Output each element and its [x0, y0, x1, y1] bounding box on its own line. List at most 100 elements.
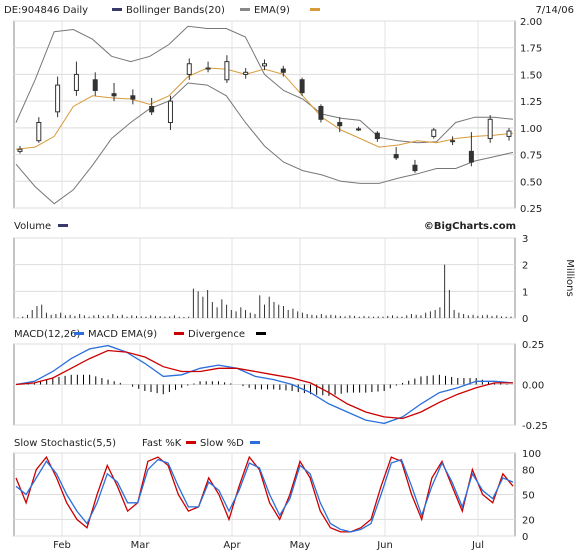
- price-candles: [17, 55, 512, 173]
- volume-tick-label: 0: [522, 314, 528, 325]
- candle-body: [73, 73, 79, 91]
- month-label: Apr: [223, 540, 241, 551]
- bollinger-legend-label: Bollinger Bands(20): [126, 5, 225, 16]
- volume-credit: ©BigCharts.com: [424, 221, 516, 232]
- volume-tick-label: 3: [522, 234, 528, 245]
- candle-body: [149, 105, 155, 113]
- stoch-tick-label: 0: [522, 532, 528, 543]
- volume-title: Volume: [14, 221, 51, 232]
- macd-lines: [15, 344, 514, 425]
- volume-ylabel: Millions: [564, 259, 575, 296]
- price-gridlines: [14, 20, 515, 209]
- volume-header: Volume ©BigCharts.com Millions: [14, 221, 575, 297]
- price-header: DE:904846 Daily Bollinger Bands(20) EMA(…: [4, 5, 574, 16]
- price-tick-label: 2.00: [520, 17, 542, 28]
- candle-body: [130, 95, 136, 100]
- macd-line: [15, 344, 514, 425]
- month-label: May: [290, 540, 311, 551]
- price-tick-label: 0.75: [520, 151, 542, 162]
- candle-body: [55, 84, 61, 113]
- price-tick-label: 0.25: [520, 204, 542, 215]
- candle-body: [393, 154, 399, 159]
- macd-y-ticks: 0.25 0.00 -0.25: [522, 340, 548, 432]
- month-label: Jul: [471, 540, 484, 551]
- price-tick-label: 1.25: [520, 97, 542, 108]
- candle-body: [299, 79, 305, 94]
- price-title: DE:904846 Daily: [4, 5, 88, 16]
- candle-body: [337, 122, 343, 127]
- bollinger-legend-swatch: [112, 8, 122, 11]
- candle-body: [224, 61, 230, 81]
- ema-legend-label: EMA(9): [254, 5, 290, 16]
- price-panel-frame: [13, 20, 516, 209]
- slow-d-line: [15, 458, 514, 533]
- candle-body: [374, 132, 380, 140]
- candle-body: [36, 122, 42, 142]
- macd-tick-label: -0.25: [522, 421, 548, 432]
- ema-legend-swatch: [240, 8, 250, 11]
- price-tick-label: 0.50: [520, 177, 542, 188]
- stoch-header: Slow Stochastic(5,5) Fast %K Slow %D: [14, 438, 260, 449]
- ema-legend-swatch-color: [310, 8, 320, 11]
- candle-body: [280, 68, 286, 73]
- price-tick-label: 1.75: [520, 44, 542, 55]
- candle-body: [167, 100, 173, 124]
- stoch-panel: 100 80 50 20 0: [13, 449, 541, 543]
- bollinger-lower: [15, 82, 514, 205]
- macd-tick-label: 0.25: [522, 340, 544, 351]
- candle-body: [450, 140, 456, 143]
- candle-body: [318, 105, 324, 120]
- price-panel: 2.00 1.75 1.50 1.25 1.00 0.75 0.50 0.25: [13, 17, 542, 215]
- month-label: Feb: [53, 540, 71, 551]
- candle-body: [262, 63, 267, 67]
- stoch-gridlines: [14, 452, 515, 537]
- month-label: Mar: [131, 540, 151, 551]
- price-tick-label: 1.00: [520, 124, 542, 135]
- fast-k-legend-swatch: [186, 441, 196, 444]
- candle-body: [431, 129, 437, 137]
- stoch-tick-label: 20: [522, 515, 535, 526]
- candle-body: [356, 128, 362, 131]
- macd-panel: 0.25 0.00 -0.25: [13, 340, 548, 432]
- candle-body: [205, 67, 211, 70]
- macd-tick-label: 0.00: [522, 381, 544, 392]
- volume-y-ticks: 3 2 1 0: [522, 234, 528, 325]
- price-y-ticks: 2.00 1.75 1.50 1.25 1.00 0.75 0.50 0.25: [520, 17, 542, 215]
- signal-legend-swatch: [174, 332, 184, 335]
- macd-title: MACD(12,26): [14, 329, 81, 340]
- candle-body: [17, 148, 23, 152]
- macd-legend-swatch: [74, 332, 84, 335]
- chart-date: 7/14/06: [535, 5, 574, 16]
- volume-legend-swatch: [58, 224, 68, 227]
- divergence-legend-label: Divergence: [188, 329, 245, 340]
- volume-panel: 3 2 1 0: [13, 234, 528, 325]
- stoch-tick-label: 100: [522, 449, 541, 460]
- volume-tick-label: 1: [522, 287, 528, 298]
- candle-body: [186, 63, 192, 75]
- stoch-tick-label: 50: [522, 491, 535, 502]
- fast-k-legend-label: Fast %K: [142, 438, 182, 449]
- volume-tick-label: 2: [522, 261, 528, 272]
- macd-legend-label: MACD EMA(9): [88, 329, 157, 340]
- macd-signal-line: [15, 349, 513, 420]
- candle-body: [487, 118, 493, 140]
- candle-body: [111, 93, 117, 97]
- stoch-y-ticks: 100 80 50 20 0: [522, 449, 541, 543]
- month-labels: Feb Mar Apr May Jun Jul: [53, 540, 484, 551]
- fast-k-line: [15, 455, 514, 533]
- candle-body: [468, 150, 474, 163]
- candle-body: [243, 71, 249, 75]
- volume-bars: [17, 264, 512, 318]
- slow-d-legend-swatch: [250, 441, 260, 444]
- month-label: Jun: [376, 540, 393, 551]
- price-tick-label: 1.50: [520, 70, 542, 81]
- stoch-title: Slow Stochastic(5,5): [14, 438, 116, 449]
- candle-body: [506, 130, 512, 137]
- candle-body: [412, 164, 418, 172]
- divergence-legend-swatch: [256, 332, 266, 335]
- stoch-lines: [15, 455, 514, 533]
- candle-body: [92, 79, 98, 91]
- slow-d-legend-label: Slow %D: [200, 438, 244, 449]
- macd-header: MACD(12,26) MACD EMA(9) Divergence: [14, 329, 266, 340]
- stoch-tick-label: 80: [522, 466, 535, 477]
